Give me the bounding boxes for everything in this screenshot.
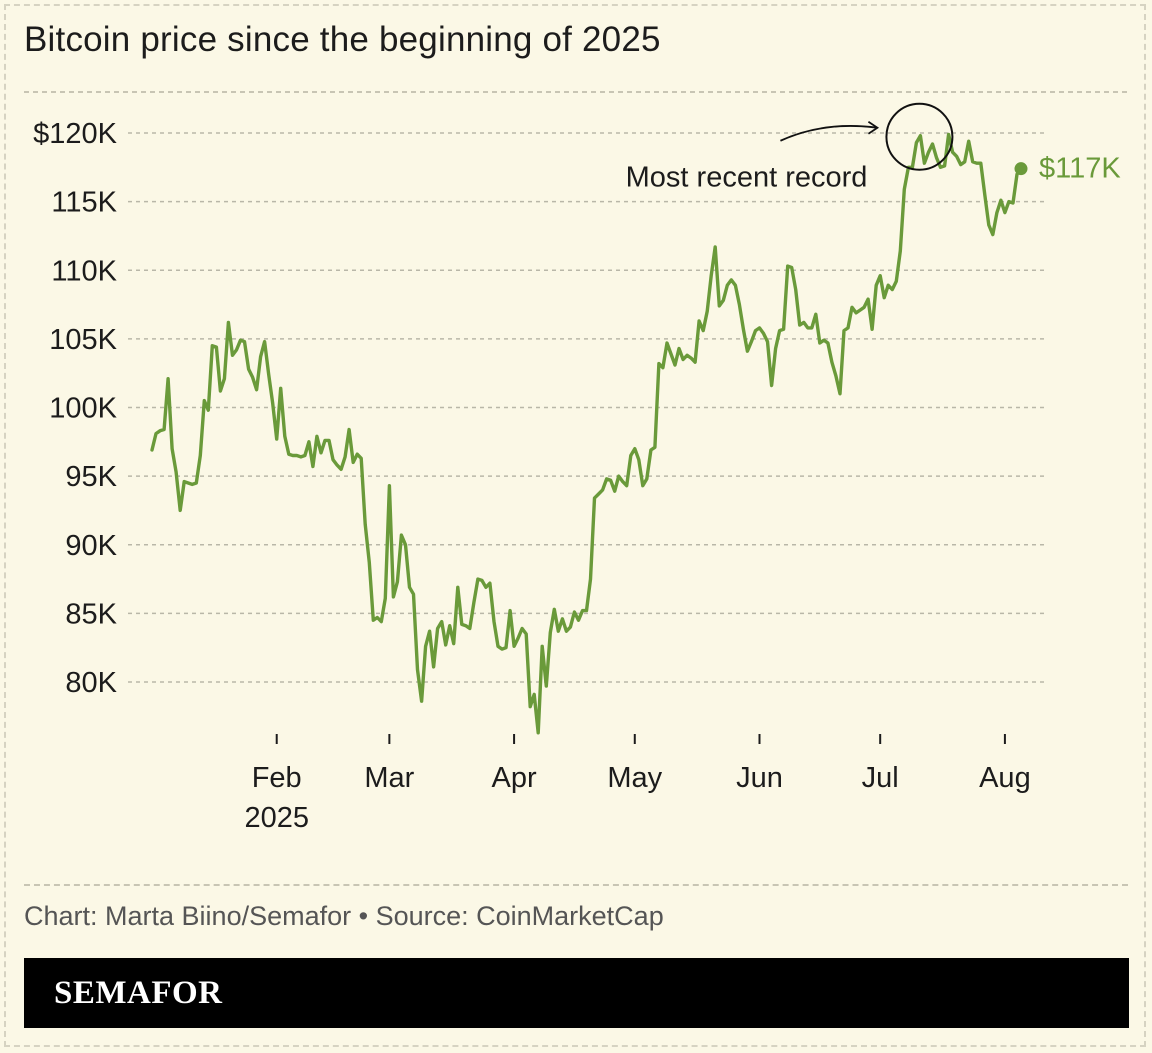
x-tick-label: Feb bbox=[252, 762, 302, 794]
series-line-bitcoin bbox=[150, 132, 1023, 735]
credit-line: Chart: Marta Biino/Semafor • Source: Coi… bbox=[24, 901, 664, 931]
line-chart: $120K 115K 110K 105K 100K 95K 90K 85K 80K Feb 202… bbox=[24, 91, 1128, 834]
gridlines bbox=[128, 132, 1044, 683]
y-tick-label: 80K bbox=[65, 667, 117, 699]
chart-frame bbox=[4, 4, 1146, 1047]
annotation-arrow bbox=[780, 125, 878, 142]
series-layer: $117K bbox=[150, 132, 1121, 735]
annotation-text: Most recent record bbox=[626, 162, 868, 194]
y-tick-label: 95K bbox=[65, 461, 117, 493]
endpoint-label: $117K bbox=[1039, 153, 1121, 185]
footer-rule bbox=[24, 884, 1128, 886]
x-axis: Feb 2025 Mar Apr May Jun Jul Aug bbox=[244, 734, 1031, 834]
y-tick-label: 110K bbox=[51, 255, 117, 287]
y-tick-label: 90K bbox=[65, 530, 117, 562]
x-tick-label: May bbox=[607, 762, 662, 794]
x-tick-year-label: 2025 bbox=[244, 802, 309, 834]
semafor-logo: SEMAFOR bbox=[54, 975, 223, 1011]
x-tick-label: Jul bbox=[862, 762, 899, 794]
annotation-layer: Most recent record bbox=[626, 102, 954, 194]
endpoint-dot bbox=[1014, 162, 1028, 176]
y-tick-label: 100K bbox=[49, 393, 117, 425]
chart-title: Bitcoin price since the beginning of 202… bbox=[24, 20, 661, 59]
y-tick-label: $120K bbox=[33, 118, 118, 150]
y-tick-label: 105K bbox=[49, 324, 117, 356]
y-axis: $120K 115K 110K 105K 100K 95K 90K 85K 80K bbox=[33, 118, 118, 699]
y-tick-label: 85K bbox=[65, 598, 117, 630]
brand-bar: SEMAFOR bbox=[24, 958, 1129, 1028]
x-tick-label: Apr bbox=[492, 762, 537, 794]
y-tick-label: 115K bbox=[51, 187, 117, 219]
x-tick-label: Jun bbox=[736, 762, 783, 794]
record-highlight-circle bbox=[885, 102, 954, 171]
annotation-arrowhead bbox=[867, 120, 880, 135]
x-tick-label: Mar bbox=[364, 762, 414, 794]
x-tick-label: Aug bbox=[979, 762, 1031, 794]
